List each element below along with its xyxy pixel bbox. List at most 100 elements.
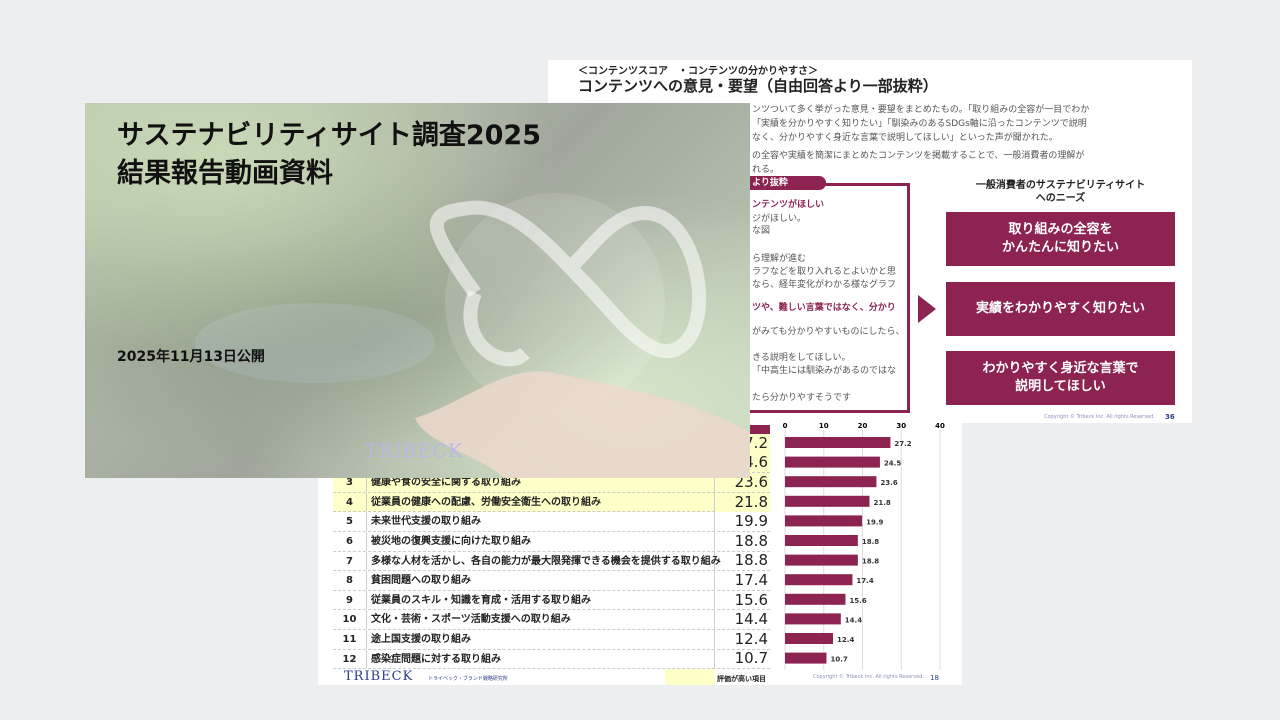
rank-cell: 9 bbox=[333, 590, 367, 610]
value-cell: 17.4 bbox=[734, 570, 768, 589]
value-cell: 19.9 bbox=[734, 512, 768, 531]
tick-label: 10 bbox=[819, 422, 829, 430]
bar bbox=[785, 437, 891, 448]
bar-label: 27.2 bbox=[894, 440, 911, 448]
value-cell: 15.6 bbox=[734, 590, 768, 609]
page-number: 18 bbox=[930, 674, 939, 682]
item-cell: 多様な人材を活かし、各自の能力が最大限発揮できる機会を提供する取り組み bbox=[367, 551, 721, 571]
cover-title-line2: 結果報告動画資料 bbox=[117, 158, 333, 189]
table-row: 3 健康や食の安全に関する取り組み 23.6 bbox=[333, 472, 770, 493]
bar bbox=[785, 476, 877, 488]
slide-title: コンテンツへの意見・要望（自由回答より一部抜粋） bbox=[578, 77, 938, 95]
cover-date: 2025年11月13日公開 bbox=[117, 349, 265, 365]
bar-label: 23.6 bbox=[880, 479, 897, 487]
bar-label: 14.4 bbox=[845, 616, 862, 624]
quote-line: な図 bbox=[752, 226, 771, 236]
slide-title-cover[interactable]: サステナビリティサイト調査2025 結果報告動画資料 2025年11月13日公開… bbox=[85, 103, 750, 478]
item-cell: 健康や食の安全に関する取り組み bbox=[367, 473, 715, 492]
bar bbox=[785, 554, 858, 566]
quote-line: きる説明をしてほしい。 bbox=[752, 353, 851, 363]
legend-label: 評価が高い項目 bbox=[717, 675, 766, 683]
table-row: 12 感染症問題に対する取り組み 10.7 bbox=[333, 649, 770, 670]
bar-label: 24.5 bbox=[884, 460, 901, 468]
copyright: Copyright © Tribeck Inc. All rights Rese… bbox=[1044, 414, 1156, 420]
needs-heading: 一般消費者のサステナビリティサイト へのニーズ bbox=[975, 180, 1146, 204]
legend-swatch bbox=[665, 669, 715, 685]
rank-cell: 8 bbox=[333, 571, 367, 590]
rank-cell: 7 bbox=[333, 551, 367, 571]
quote-line: ら理解が進む bbox=[752, 254, 807, 264]
table-row: 9 従業員のスキル・知識を育成・活用する取り組み 15.6 bbox=[333, 591, 770, 611]
bar-label: 17.4 bbox=[856, 577, 873, 585]
value-cell: 18.8 bbox=[734, 531, 768, 550]
quote-line: ジがほしい。 bbox=[752, 214, 807, 224]
value-cell: 12.4 bbox=[734, 629, 768, 648]
quote-line: なら、経年変化がわかる様なグラフ bbox=[752, 280, 897, 290]
need-box: 取り組みの全容を かんたんに知りたい bbox=[946, 212, 1175, 266]
rank-cell: 6 bbox=[333, 532, 367, 551]
page-number: 36 bbox=[1165, 413, 1175, 421]
table-row: 5 未来世代支援の取り組み 19.9 bbox=[333, 512, 770, 532]
bar bbox=[785, 613, 841, 625]
bar-label: 12.4 bbox=[837, 636, 854, 644]
bar-label: 18.8 bbox=[862, 538, 879, 546]
bar-label: 10.7 bbox=[830, 656, 847, 664]
value-cell: 18.8 bbox=[734, 551, 768, 570]
table-row: 7 多様な人材を活かし、各自の能力が最大限発揮できる機会を提供する取り組み 18.8 bbox=[333, 551, 770, 572]
item-cell: 文化・芸術・スポーツ活動支援への取り組み bbox=[367, 610, 715, 629]
rank-cell: 4 bbox=[333, 492, 367, 512]
intro-line: れる。 bbox=[752, 165, 780, 175]
bar-label: 15.6 bbox=[849, 597, 866, 605]
table-row: 11 途上国支援の取り組み 12.4 bbox=[333, 630, 770, 650]
rank-cell: 11 bbox=[333, 630, 367, 649]
bar-label: 21.8 bbox=[873, 499, 890, 507]
table-row: 6 被災地の復興支援に向けた取り組み 18.8 bbox=[333, 532, 770, 552]
item-cell: 貧困問題への取り組み bbox=[367, 571, 715, 590]
item-cell: 感染症問題に対する取り組み bbox=[367, 649, 715, 669]
item-cell: 未来世代支援の取り組み bbox=[367, 512, 715, 531]
table-row: 8 貧困問題への取り組み 17.4 bbox=[333, 571, 770, 591]
tick-label: 30 bbox=[896, 422, 906, 430]
bar bbox=[785, 535, 858, 546]
quote-line: がみても分かりやすいものにしたら、 bbox=[752, 327, 905, 337]
logo-subtitle: トライベック・ブランド戦略研究所 bbox=[428, 676, 508, 682]
tribeck-logo: TRIBECK bbox=[344, 669, 414, 684]
bar-chart: 0 10 20 30 40 27.2 24.5 23.6 21.8 19.9 18.8 18.8 17.… bbox=[783, 422, 945, 670]
bar bbox=[785, 633, 834, 644]
bar-label: 19.9 bbox=[866, 518, 883, 526]
intro-line: の全容や実績を簡潔にまとめたコンテンツを掲載することで、一般消費者の理解が bbox=[752, 151, 1085, 161]
table-row: 4 従業員の健康への配慮、労働安全衛生への取り組み 21.8 bbox=[333, 492, 770, 513]
rank-cell: 3 bbox=[333, 473, 367, 492]
bar bbox=[785, 456, 880, 468]
slide-kicker: ＜コンテンツスコア ・コンテンツの分かりやすさ＞ bbox=[578, 66, 818, 77]
item-cell: 従業員の健康への配慮、労働安全衛生への取り組み bbox=[367, 492, 715, 512]
arrow-right-icon bbox=[918, 295, 936, 323]
tick-label: 0 bbox=[783, 422, 788, 430]
quote-line: 「中高生には馴染みがあるのではな bbox=[752, 366, 897, 376]
tick-label: 40 bbox=[935, 422, 945, 430]
value-cell: 14.4 bbox=[734, 610, 768, 629]
item-cell: 従業員のスキル・知識を育成・活用する取り組み bbox=[367, 590, 715, 610]
rank-cell: 10 bbox=[333, 610, 367, 629]
item-cell: 途上国支援の取り組み bbox=[367, 630, 715, 649]
need-box: 実績をわかりやすく知りたい bbox=[946, 282, 1175, 336]
intro-line: 「実績を分かりやすく知りたい」「馴染みのあるSDGs軸に沿ったコンテンツで説明 bbox=[752, 119, 1087, 129]
copyright: Copyright © Tribeck Inc. All rights Rese… bbox=[813, 674, 925, 680]
need-box: わかりやすく身近な言葉で 説明してほしい bbox=[946, 351, 1175, 405]
value-cell: 21.8 bbox=[715, 492, 770, 512]
bar bbox=[785, 652, 827, 664]
bar bbox=[785, 495, 870, 507]
bar bbox=[785, 574, 853, 586]
quote-line: ツや、難しい言葉ではなく、分かり bbox=[752, 303, 896, 313]
rank-cell: 12 bbox=[333, 649, 367, 669]
item-cell: 被災地の復興支援に向けた取り組み bbox=[367, 532, 715, 551]
table-row: 10 文化・芸術・スポーツ活動支援への取り組み 14.4 bbox=[333, 610, 770, 630]
bar-label: 18.8 bbox=[862, 558, 879, 566]
intro-line: ンツついて多く挙がった意見・要望をまとめたもの。「取り組みの全容が一目でわか bbox=[752, 105, 1090, 115]
bar bbox=[785, 593, 846, 605]
tick-label: 20 bbox=[858, 422, 868, 430]
value-cell: 10.7 bbox=[734, 649, 768, 668]
quote-line: ラフなどを取り入れるとよいかと思 bbox=[752, 267, 897, 277]
bar bbox=[785, 515, 863, 527]
intro-line: なく、分かりやすく身近な言葉で説明してほしい」といった声が聞かれた。 bbox=[752, 133, 1058, 143]
